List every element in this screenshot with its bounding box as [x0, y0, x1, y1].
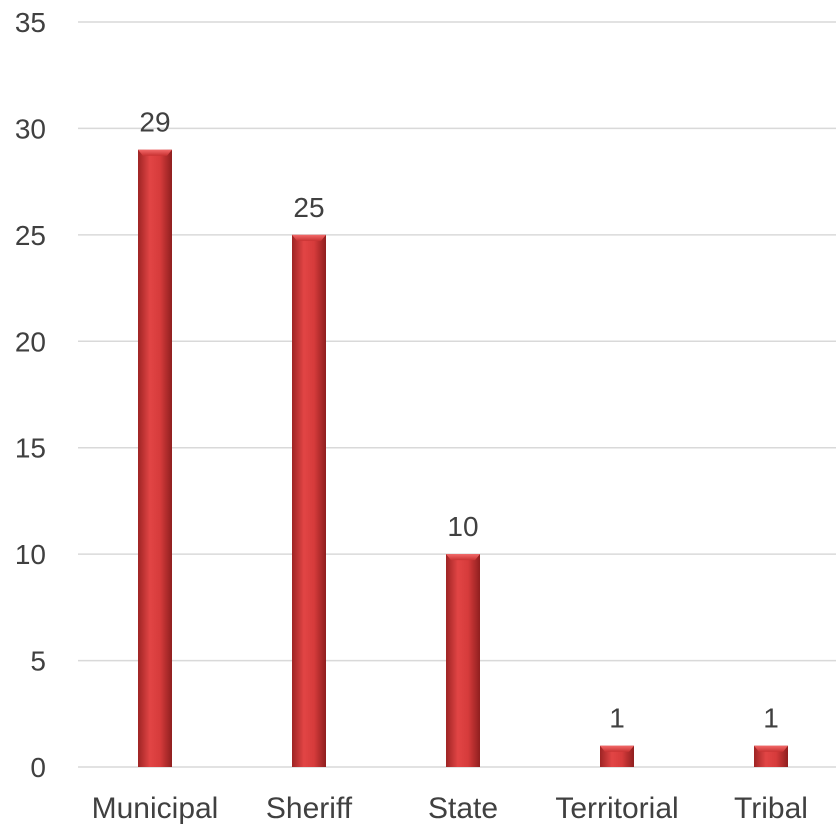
y-tick-label-15: 15 — [15, 433, 46, 464]
bar-body-municipal — [138, 149, 172, 767]
data-labels: 29 25 10 1 1 — [139, 107, 778, 734]
bar-cap-municipal — [138, 149, 172, 156]
y-tick-label-20: 20 — [15, 326, 46, 357]
bar-cap-sheriff — [292, 234, 326, 241]
y-tick-label-5: 5 — [30, 646, 46, 677]
bar-sheriff — [292, 234, 326, 767]
data-label-territorial: 1 — [609, 703, 625, 734]
bar-cap-state — [446, 554, 480, 561]
x-tick-label-territorial: Territorial — [555, 792, 678, 825]
bar-tribal — [754, 745, 788, 767]
bar-territorial — [600, 745, 634, 767]
bar-cap-tribal — [754, 745, 788, 752]
y-tick-label-30: 30 — [15, 113, 46, 144]
y-tick-label-35: 35 — [15, 7, 46, 38]
x-tick-label-state: State — [428, 792, 498, 825]
data-label-municipal: 29 — [139, 107, 170, 138]
bar-cap-territorial — [600, 745, 634, 752]
bar-body-sheriff — [292, 234, 326, 767]
data-label-state: 10 — [447, 511, 478, 542]
y-tick-label-0: 0 — [30, 752, 46, 783]
y-tick-label-25: 25 — [15, 220, 46, 251]
x-tick-label-municipal: Municipal — [92, 792, 219, 825]
data-label-tribal: 1 — [763, 703, 779, 734]
x-tick-label-sheriff: Sheriff — [266, 792, 353, 825]
data-label-sheriff: 25 — [293, 192, 324, 223]
x-tick-label-tribal: Tribal — [734, 792, 808, 825]
y-axis-tick-labels: 0 5 10 15 20 25 30 35 — [15, 7, 46, 783]
bar-municipal — [138, 149, 172, 767]
x-axis-category-labels: Municipal Sheriff State Territorial Tribal — [92, 792, 808, 825]
bar-state — [446, 554, 480, 767]
bar-body-state — [446, 554, 480, 767]
bars — [138, 149, 788, 767]
y-tick-label-10: 10 — [15, 539, 46, 570]
